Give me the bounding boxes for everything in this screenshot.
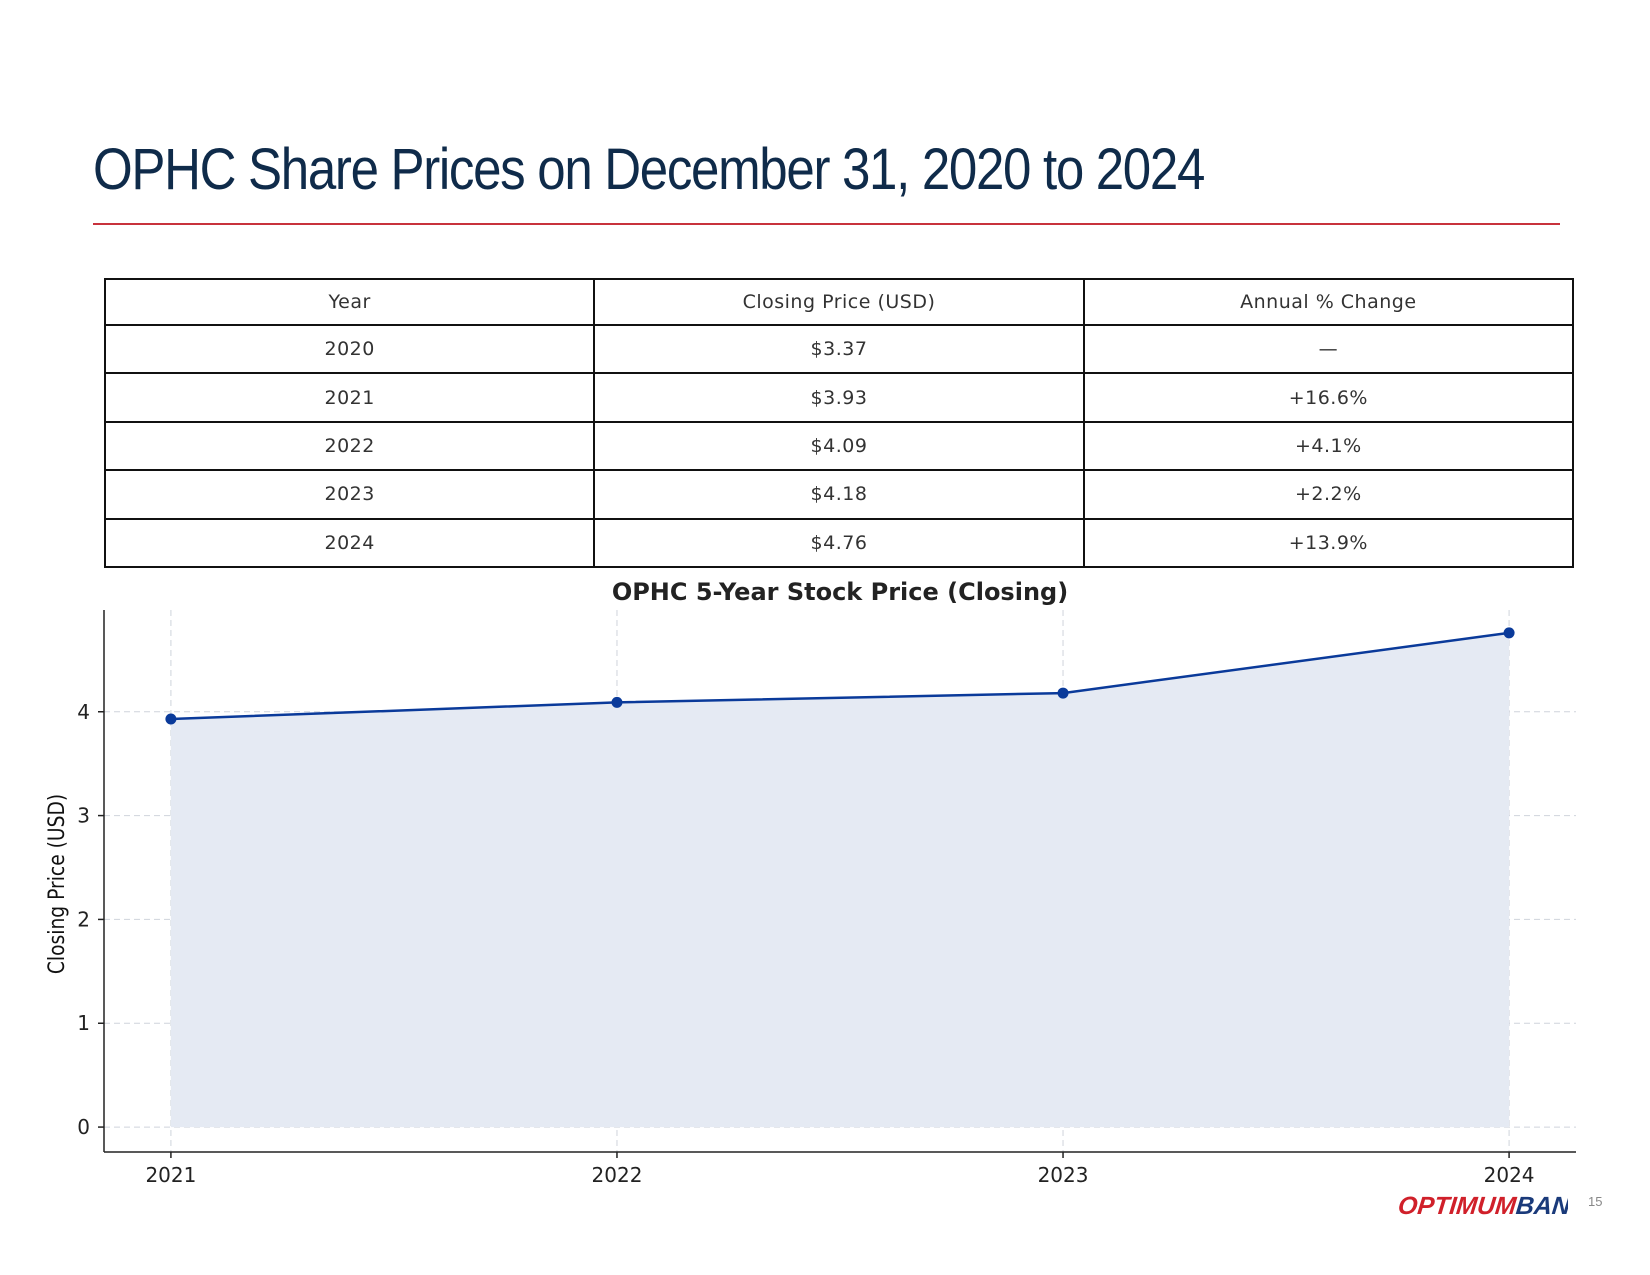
y-tick-label: 3 <box>77 804 90 828</box>
data-point <box>1503 627 1515 639</box>
cell-price: $4.76 <box>593 517 1085 569</box>
x-tick-label: 2024 <box>1484 1163 1535 1187</box>
table-row: 2022 $4.09 +4.1% <box>103 420 1575 472</box>
page-title: OPHC Share Prices on December 31, 2020 t… <box>93 137 1205 202</box>
optimumbank-logo: OPTIMUMBANK <box>1398 1192 1568 1220</box>
cell-year: 2024 <box>103 517 596 569</box>
cell-change: — <box>1082 323 1575 375</box>
data-point <box>1057 687 1069 699</box>
x-tick-label: 2022 <box>592 1163 643 1187</box>
x-tick-label: 2021 <box>145 1163 196 1187</box>
logo-wordmark: OPTIMUMBANK <box>1398 1192 1568 1220</box>
x-tick-label: 2023 <box>1038 1163 1089 1187</box>
header-year: Year <box>103 278 596 326</box>
header-annual-change: Annual % Change <box>1082 278 1575 326</box>
chart-title: OPHC 5-Year Stock Price (Closing) <box>612 578 1068 606</box>
page-number: 15 <box>1588 1194 1603 1209</box>
y-tick-label: 0 <box>77 1115 90 1139</box>
area-fill <box>170 632 1510 1128</box>
cell-price: $3.93 <box>593 372 1085 423</box>
cell-price: $4.18 <box>593 469 1085 520</box>
data-point <box>165 713 177 725</box>
header-closing-price: Closing Price (USD) <box>593 278 1085 326</box>
cell-price: $3.37 <box>593 323 1085 375</box>
table-row: 2023 $4.18 +2.2% <box>103 469 1575 520</box>
cell-change: +16.6% <box>1082 372 1575 423</box>
table-header-row: Year Closing Price (USD) Annual % Change <box>103 278 1575 326</box>
share-price-table: Year Closing Price (USD) Annual % Change… <box>103 278 1575 569</box>
title-divider <box>93 223 1560 225</box>
data-point <box>611 696 623 708</box>
table-row: 2020 $3.37 — <box>103 323 1575 375</box>
y-tick-label: 1 <box>77 1011 90 1035</box>
cell-change: +13.9% <box>1082 517 1575 569</box>
series-line <box>170 631 1510 721</box>
cell-year: 2020 <box>103 323 596 375</box>
y-tick-label: 4 <box>77 700 90 724</box>
cell-year: 2023 <box>103 469 596 520</box>
cell-year: 2022 <box>103 420 596 472</box>
table-row: 2021 $3.93 +16.6% <box>103 372 1575 423</box>
cell-price: $4.09 <box>593 420 1085 472</box>
cell-change: +4.1% <box>1082 420 1575 472</box>
cell-year: 2021 <box>103 372 596 423</box>
cell-change: +2.2% <box>1082 469 1575 520</box>
table-row: 2024 $4.76 +13.9% <box>103 517 1575 569</box>
y-axis-label: Closing Price (USD) <box>44 794 70 974</box>
y-tick-label: 2 <box>77 907 90 931</box>
